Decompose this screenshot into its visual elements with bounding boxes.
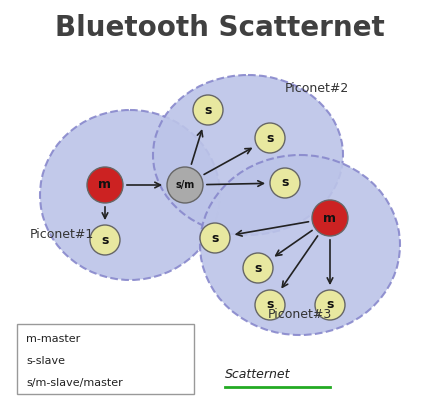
Text: s: s [254,262,261,274]
Text: s: s [281,177,288,189]
Text: m-master: m-master [26,334,80,344]
Text: Piconet#2: Piconet#2 [284,82,349,95]
Text: Scatternet: Scatternet [225,368,290,382]
Text: s: s [325,299,333,312]
Text: m: m [98,179,111,191]
Text: m: m [323,212,336,224]
Text: Piconet#3: Piconet#3 [267,308,332,321]
Circle shape [193,95,223,125]
Circle shape [311,200,347,236]
Text: s: s [266,299,273,312]
Text: s: s [101,233,109,247]
Text: s: s [211,231,218,245]
Circle shape [200,223,230,253]
Text: s/m: s/m [175,180,194,190]
Circle shape [87,167,123,203]
Circle shape [254,123,284,153]
Ellipse shape [40,110,219,280]
Ellipse shape [200,155,399,335]
Circle shape [254,290,284,320]
FancyBboxPatch shape [17,324,194,394]
Text: s: s [204,104,211,116]
Text: Bluetooth Scatternet: Bluetooth Scatternet [54,14,384,42]
Text: s/m-slave/master: s/m-slave/master [26,378,123,388]
Circle shape [166,167,202,203]
Circle shape [243,253,272,283]
Text: Piconet#1: Piconet#1 [30,228,94,241]
Circle shape [269,168,299,198]
Text: s-slave: s-slave [26,356,65,366]
Circle shape [90,225,120,255]
Ellipse shape [153,75,342,235]
Circle shape [314,290,344,320]
Text: s: s [266,131,273,145]
